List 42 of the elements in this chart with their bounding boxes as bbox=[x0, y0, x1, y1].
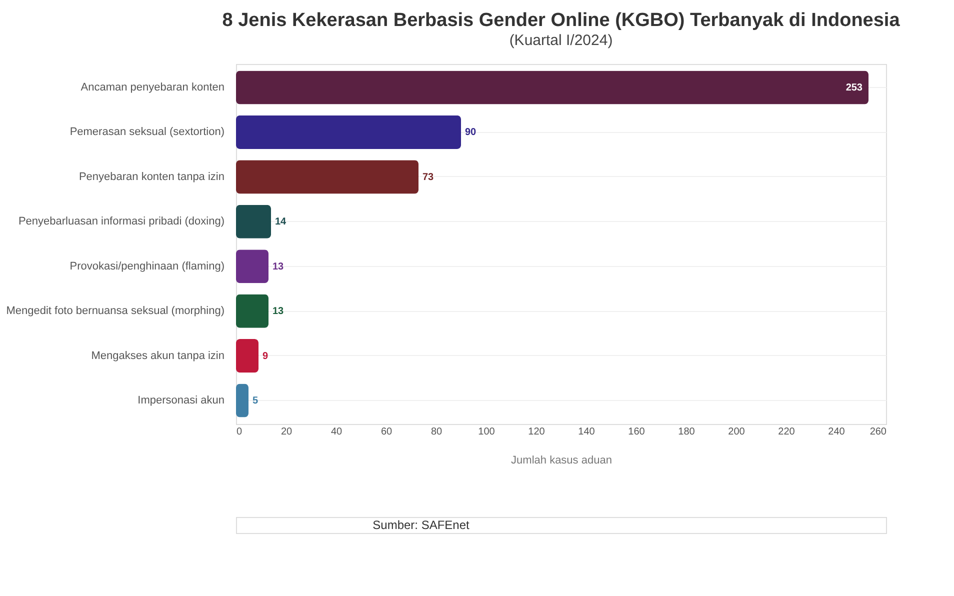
y-tick-label: Provokasi/penghinaan (flaming) bbox=[70, 260, 224, 272]
x-tick-label: 260 bbox=[870, 426, 887, 438]
x-tick-label: 160 bbox=[628, 426, 646, 438]
bar bbox=[236, 294, 268, 328]
x-tick-label: 80 bbox=[430, 426, 442, 438]
x-tick-label: 120 bbox=[528, 426, 546, 438]
bar bbox=[236, 339, 258, 373]
bar bbox=[236, 160, 418, 194]
y-tick-label: Impersonasi akun bbox=[138, 394, 224, 407]
data-label: 73 bbox=[422, 172, 434, 183]
y-tick-label: Ancaman penyebaran konten bbox=[80, 81, 224, 94]
chart-subtitle: (Kuartal I/2024) bbox=[509, 32, 613, 49]
data-label: 13 bbox=[272, 306, 284, 318]
bar bbox=[236, 250, 268, 284]
data-label: 14 bbox=[275, 216, 287, 228]
x-axis-title: Jumlah kasus aduan bbox=[511, 454, 612, 466]
x-tick-label: 60 bbox=[380, 426, 392, 438]
data-label: 9 bbox=[262, 350, 268, 362]
y-tick-label: Penyebaran konten tanpa izin bbox=[78, 170, 224, 183]
chart-title: 8 Jenis Kekerasan Berbasis Gender Online (KGBO) Terbanyak di Indonesia bbox=[222, 10, 900, 31]
y-tick-label: Mengedit foto bernuansa seksual (morphing) bbox=[6, 305, 224, 318]
y-tick-label: Penyebarluasan informasi pribadi (doxing) bbox=[18, 216, 224, 228]
data-label: 253 bbox=[846, 82, 863, 94]
bar bbox=[236, 115, 461, 149]
bar bbox=[236, 204, 271, 238]
x-tick-label: 100 bbox=[478, 426, 496, 438]
data-label: 90 bbox=[465, 127, 477, 138]
x-tick-label: 220 bbox=[778, 426, 796, 438]
x-tick-label: 180 bbox=[678, 426, 696, 438]
text: Sumber: SAFEnet bbox=[372, 518, 470, 532]
y-tick-label: Mengakses akun tanpa izin bbox=[91, 350, 224, 362]
data-label: 13 bbox=[272, 261, 284, 272]
x-tick-label: 0 bbox=[236, 426, 242, 438]
y-tick-label: Pemerasan seksual (sextortion) bbox=[70, 126, 224, 138]
x-tick-label: 20 bbox=[280, 426, 292, 438]
x-tick-label: 140 bbox=[578, 426, 596, 438]
x-tick-label: 40 bbox=[330, 426, 342, 438]
bar bbox=[236, 70, 868, 104]
x-tick-label: 200 bbox=[728, 426, 746, 438]
data-label: 5 bbox=[252, 396, 258, 407]
x-tick-label: 240 bbox=[828, 426, 846, 438]
bar bbox=[236, 384, 248, 418]
